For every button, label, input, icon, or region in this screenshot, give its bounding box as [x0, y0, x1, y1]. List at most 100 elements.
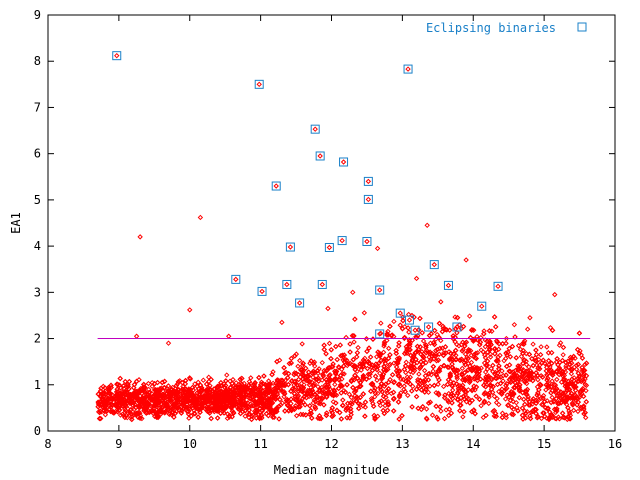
field-star-point: [413, 393, 420, 400]
field-star-point: [288, 355, 295, 362]
field-star-point: [379, 389, 385, 395]
field-star-point: [460, 393, 467, 399]
field-star-point: [489, 328, 495, 334]
field-star-point: [435, 367, 442, 374]
field-star-point: [331, 388, 338, 395]
field-star-point: [103, 401, 109, 408]
field-star-point: [317, 387, 323, 393]
field-star-point: [251, 383, 258, 390]
field-star-point: [403, 344, 410, 350]
field-star-point: [296, 400, 302, 406]
field-star-point: [346, 391, 353, 398]
field-star-point: [345, 405, 351, 411]
field-star-point: [530, 362, 536, 369]
field-star-point: [378, 357, 384, 364]
field-star-point: [526, 373, 533, 379]
field-star-point: [523, 410, 529, 416]
field-star-point: [311, 359, 318, 365]
field-star-point: [525, 396, 531, 403]
field-star-point: [472, 355, 479, 361]
field-star-point: [507, 354, 514, 360]
field-star-point: [329, 413, 335, 420]
field-star-point: [549, 378, 555, 384]
field-star-point: [417, 381, 423, 388]
field-star-point: [222, 382, 229, 389]
field-star-point: [460, 414, 466, 420]
field-star-point: [436, 351, 442, 357]
field-star-point: [454, 375, 460, 382]
field-star-point: [372, 390, 379, 396]
field-star-point: [212, 396, 218, 403]
field-star-point: [440, 323, 446, 330]
field-star-point: [222, 403, 228, 409]
field-star-point: [559, 368, 566, 375]
field-star-point: [189, 384, 196, 391]
field-star-point: [568, 367, 575, 373]
field-star-point: [235, 384, 242, 390]
field-star-point: [561, 376, 567, 382]
field-star-point: [167, 390, 173, 396]
field-star-point: [565, 358, 571, 364]
field-star-point: [363, 376, 370, 382]
field-star-point: [580, 378, 587, 385]
field-star-point: [182, 377, 189, 384]
field-star-point: [377, 353, 383, 359]
field-star-point: [267, 405, 273, 411]
field-star-point: [253, 407, 260, 413]
field-star-point: [229, 380, 235, 387]
field-star-point: [459, 382, 466, 389]
field-star-point: [252, 392, 259, 399]
field-star-point: [149, 383, 155, 390]
field-star-point: [396, 416, 402, 422]
field-star-point: [452, 314, 458, 320]
field-star-point: [461, 386, 467, 393]
field-star-point: [365, 371, 372, 377]
field-star-point: [525, 373, 531, 379]
field-star-point: [331, 377, 337, 383]
field-star-point: [460, 377, 466, 383]
field-star-point: [519, 373, 525, 380]
field-star-point: [459, 386, 466, 392]
field-star-point: [256, 415, 263, 422]
field-star-point: [321, 342, 327, 348]
field-star-point: [325, 382, 331, 388]
field-star-point: [277, 385, 283, 392]
field-star-point: [582, 409, 588, 416]
field-star-point: [545, 405, 551, 411]
field-star-point: [124, 414, 130, 421]
field-star-point: [486, 394, 492, 400]
field-star-point: [402, 350, 408, 357]
field-star-point: [403, 359, 409, 365]
field-star-point: [115, 404, 122, 410]
field-star-point: [172, 401, 179, 408]
field-star-point: [499, 414, 506, 421]
field-star-point: [366, 345, 372, 351]
field-star-point: [511, 321, 518, 328]
field-star-point: [515, 342, 522, 349]
field-star-point: [537, 351, 544, 358]
field-star-point: [311, 381, 318, 387]
field-star-point: [97, 408, 103, 414]
field-star-point: [369, 367, 376, 374]
field-star-point: [505, 402, 512, 408]
field-star-point: [358, 367, 364, 373]
field-star-point: [506, 345, 512, 352]
field-star-point: [503, 340, 509, 347]
field-star-point: [320, 371, 326, 378]
field-star-point: [257, 394, 264, 401]
field-star-point: [490, 383, 496, 390]
field-star-point: [440, 383, 447, 390]
field-star-point: [417, 364, 424, 371]
field-star-point: [108, 382, 114, 389]
field-star-point: [173, 408, 180, 414]
field-star-point: [141, 399, 148, 405]
field-star-point: [481, 398, 488, 405]
field-star-point: [575, 378, 582, 384]
field-star-point: [581, 406, 587, 412]
field-star-point: [484, 362, 490, 368]
field-star-point: [310, 360, 317, 367]
field-star-point: [490, 362, 496, 369]
field-star-point: [372, 385, 378, 391]
field-star-point: [548, 399, 554, 406]
field-star-point: [146, 409, 152, 416]
